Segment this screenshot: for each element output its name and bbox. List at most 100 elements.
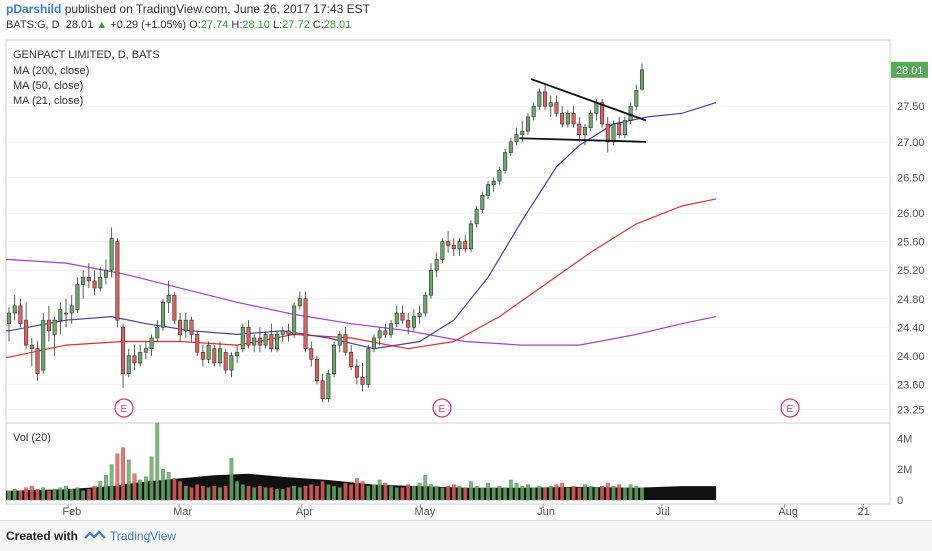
change-value: +0.29 (+1.05%) — [110, 19, 187, 31]
candle — [275, 330, 280, 353]
price-tick-label: 27.50 — [897, 101, 925, 113]
candle — [582, 124, 587, 146]
chart-legend: GENPACT LIMITED, D, BATS MA (200, close)… — [13, 49, 160, 107]
volume-bar — [377, 479, 382, 501]
candle — [115, 238, 120, 328]
volume-bar — [588, 485, 593, 501]
volume-bar — [81, 490, 86, 501]
price-tick-label: 24.00 — [897, 351, 925, 363]
time-axis[interactable]: Feb Mar Apr May Jun Jul Aug 21 — [62, 504, 870, 518]
time-tick-label: 21 — [858, 506, 870, 518]
candle-body — [309, 348, 314, 360]
volume-bar — [223, 485, 228, 501]
volume-axis: 4M 2M 0 — [897, 433, 912, 507]
volume-bar — [69, 489, 74, 501]
candle-body — [252, 337, 257, 346]
candle — [622, 116, 627, 139]
volume-bar — [189, 487, 194, 501]
candle-body — [46, 319, 51, 332]
candle-body — [332, 344, 337, 374]
volume-bar — [309, 484, 314, 501]
candle — [503, 148, 508, 174]
footer-bar: Created with TradingView — [0, 520, 932, 551]
earnings-marker-label: E — [787, 404, 794, 415]
volume-bar — [24, 487, 29, 501]
candle — [548, 95, 553, 117]
tradingview-logo-icon — [84, 530, 106, 539]
candle-body — [212, 348, 217, 364]
candle-body — [195, 334, 200, 353]
candle-body — [223, 351, 228, 371]
candle-body — [394, 312, 399, 325]
candle-body — [423, 294, 428, 314]
candle — [486, 181, 491, 199]
volume-bar — [166, 472, 171, 501]
candle — [332, 341, 337, 378]
author-link[interactable]: pDarshild — [6, 2, 62, 16]
volume-bar — [121, 447, 125, 501]
candle — [394, 305, 399, 328]
candle — [35, 341, 40, 381]
candle-body — [457, 241, 462, 250]
volume-bar — [86, 489, 91, 501]
volume-bar — [29, 485, 34, 501]
volume-bar — [565, 487, 570, 501]
candle-body — [297, 298, 302, 307]
volume-bar — [337, 487, 342, 501]
candle — [206, 341, 211, 363]
volume-bar — [389, 485, 393, 501]
volume-bar — [18, 490, 23, 501]
volume-bar — [548, 485, 553, 501]
candle — [200, 345, 205, 367]
candle — [269, 323, 274, 353]
tradingview-brand-link[interactable]: TradingView — [110, 529, 177, 543]
candle-body — [12, 305, 17, 314]
candle — [143, 341, 148, 360]
volume-bar — [252, 487, 257, 501]
volume-bar — [35, 489, 40, 501]
time-tick-label: Jun — [537, 506, 555, 518]
candle-body — [183, 319, 188, 332]
volume-bar — [98, 481, 103, 501]
volume-bar — [514, 482, 519, 501]
volume-tick-label: 0 — [897, 495, 903, 507]
change-arrow-icon: ▲ — [96, 19, 108, 31]
price-axis[interactable]: 28.01 27.50 27.00 26.50 26.00 25.60 25.20 24.80… — [891, 61, 928, 416]
volume-bar — [406, 484, 411, 501]
trendlines[interactable] — [519, 78, 647, 143]
candle — [366, 345, 371, 388]
volume-bar — [622, 487, 627, 501]
volume-bar — [417, 482, 422, 501]
candle — [417, 305, 422, 324]
candle-body — [474, 209, 479, 225]
candle-body — [149, 337, 154, 349]
candle — [451, 238, 456, 256]
volume-bar — [41, 487, 46, 501]
volume-bar — [326, 484, 331, 501]
candle — [75, 277, 80, 314]
candle-body — [58, 309, 63, 321]
candle — [434, 252, 439, 278]
candle-body — [600, 102, 605, 125]
price-tick-label: 28.01 — [896, 65, 924, 77]
volume-bar — [486, 482, 490, 501]
candle-body — [525, 116, 530, 132]
volume-bar — [543, 487, 547, 501]
candle-body — [548, 102, 553, 107]
candle-body — [41, 319, 46, 371]
grid-lines — [6, 105, 890, 410]
candle — [543, 84, 548, 110]
volume-bar — [109, 464, 114, 501]
candle — [383, 323, 388, 338]
candle — [52, 316, 57, 356]
candle — [217, 341, 223, 367]
candle — [246, 320, 251, 349]
candle-body — [417, 312, 422, 317]
candle-body — [463, 241, 468, 250]
candle-body — [29, 344, 34, 349]
candle — [571, 106, 576, 128]
candle-body — [434, 259, 439, 271]
volume-bar — [560, 482, 565, 501]
